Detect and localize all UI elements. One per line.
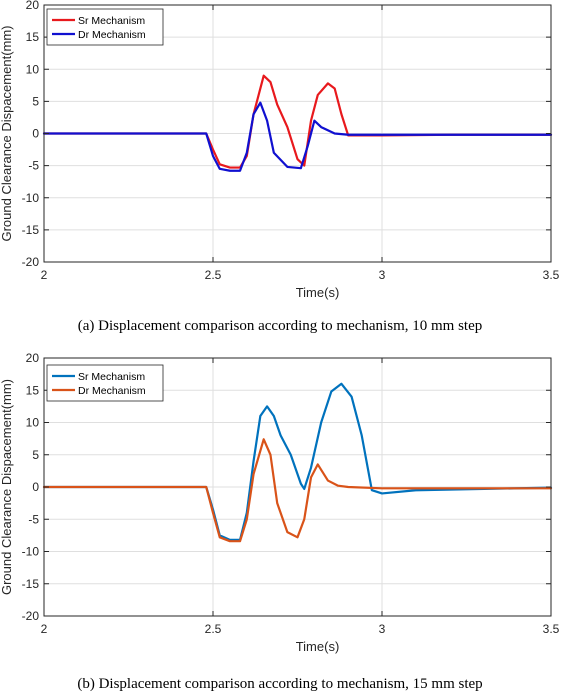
- x-tick-label: 3.5: [543, 268, 560, 282]
- y-tick-label: 20: [26, 0, 40, 12]
- y-tick-label: -5: [28, 512, 39, 526]
- legend-entry: Dr Mechanism: [78, 29, 146, 41]
- y-tick-label: 15: [26, 30, 40, 44]
- figure-caption: (b) Displacement comparison according to…: [77, 676, 482, 692]
- x-tick-label: 3.5: [543, 622, 560, 636]
- y-tick-label: -20: [22, 609, 40, 623]
- y-tick-label: 15: [26, 383, 40, 397]
- x-tick-label: 3: [379, 268, 386, 282]
- y-tick-label: 0: [32, 127, 39, 141]
- legend-entry: Sr Mechanism: [78, 15, 145, 27]
- x-tick-label: 2.5: [205, 622, 222, 636]
- x-tick-label: 2: [41, 268, 48, 282]
- legend: Sr Mechanism Dr Mechanism: [46, 8, 164, 46]
- y-axis-label: Ground Clearance Dispacement(mm): [0, 379, 14, 595]
- x-tick-label: 2: [41, 622, 48, 636]
- y-tick-label: -5: [28, 159, 39, 173]
- legend-entry: Dr Mechanism: [78, 385, 146, 397]
- y-tick-label: 10: [26, 62, 40, 76]
- legend-entry: Sr Mechanism: [78, 371, 145, 383]
- legend: Sr Mechanism Dr Mechanism: [46, 364, 164, 402]
- y-tick-label: 5: [32, 94, 39, 108]
- chart-panel-2: 2 2.5 3 3.5 20 15 10 5 0 -5 -10 -15 -20 Time(s) Ground…: [0, 351, 560, 692]
- y-axis: 20 15 10 5 0 -5 -10 -15 -20: [22, 351, 551, 623]
- y-tick-label: 10: [26, 416, 40, 430]
- series-line-dr-mechanism: [42, 438, 553, 543]
- x-axis-label: Time(s): [296, 639, 340, 654]
- series-group: [42, 382, 553, 543]
- series-line-sr-mechanism: [42, 74, 553, 169]
- y-tick-label: 0: [32, 480, 39, 494]
- figure-caption: (a) Displacement comparison according to…: [78, 318, 482, 334]
- y-tick-label: 5: [32, 448, 39, 462]
- y-tick-label: -15: [22, 577, 40, 591]
- y-tick-label: -15: [22, 223, 40, 237]
- x-tick-label: 2.5: [205, 268, 222, 282]
- x-axis: 2 2.5 3 3.5: [41, 5, 560, 282]
- series-line-sr-mechanism: [42, 382, 553, 541]
- legend-box: [46, 8, 164, 46]
- y-tick-label: -20: [22, 255, 40, 269]
- y-tick-label: -10: [22, 191, 40, 205]
- y-axis: 20 15 10 5 0 -5 -10 -15 -20: [22, 0, 551, 269]
- x-axis: 2 2.5 3 3.5: [41, 358, 560, 636]
- y-axis-label: Ground Clearance Dispacement(mm): [0, 25, 14, 241]
- y-tick-label: -10: [22, 545, 40, 559]
- legend-box: [46, 364, 164, 402]
- x-tick-label: 3: [379, 622, 386, 636]
- chart-panel-1: 2 2.5 3 3.5 20 15 10 5 0 -5 -10 -15 -20 Time(s) Ground…: [0, 0, 560, 334]
- series-line-dr-mechanism: [42, 101, 553, 172]
- y-tick-label: 20: [26, 351, 40, 365]
- series-group: [42, 74, 553, 172]
- x-axis-label: Time(s): [296, 285, 340, 300]
